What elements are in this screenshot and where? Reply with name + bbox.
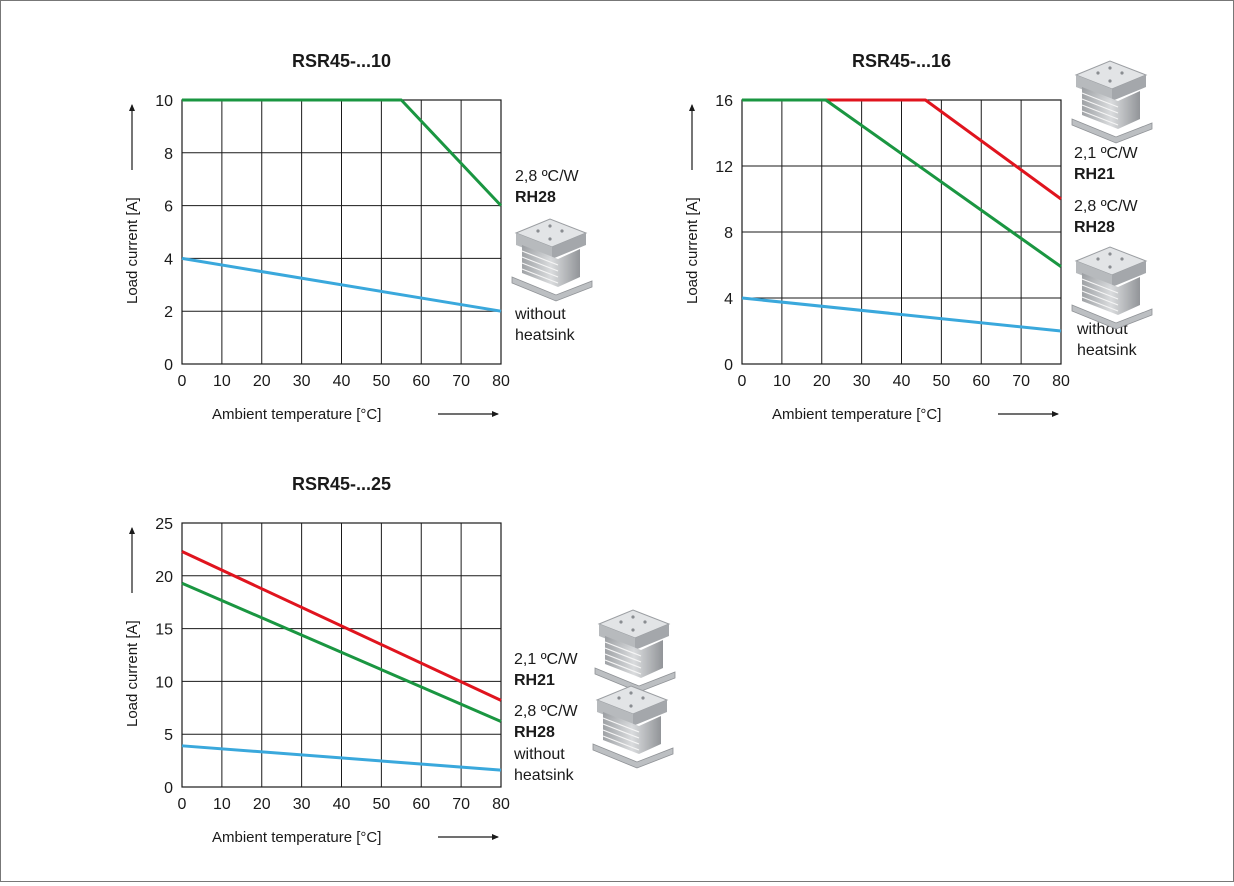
heatsink-image-rh21: [594, 609, 676, 693]
series-line-none: [181, 744, 502, 772]
y-tick-label: 4: [164, 251, 173, 268]
x-tick-label: 10: [773, 373, 791, 390]
annotation-rh21-line-1: 2,1 ºC/W: [1074, 145, 1139, 162]
x-tick-label: 50: [932, 373, 950, 390]
x-tick-label: 80: [1052, 373, 1070, 390]
annotation-rh28-line-1: 2,8 ºC/W: [514, 703, 579, 720]
x-tick-label: 70: [1012, 373, 1030, 390]
heatsink-image-none: [1071, 246, 1153, 330]
annotation-rh28-line-1: 2,8 ºC/W: [1074, 198, 1139, 215]
x-tick-label: 10: [213, 796, 231, 813]
x-axis-label: Ambient temperature [°C]: [212, 829, 381, 846]
x-tick-label: 40: [333, 796, 351, 813]
x-tick-label: 20: [813, 373, 831, 390]
x-tick-label: 30: [853, 373, 871, 390]
y-tick-label: 15: [155, 622, 173, 639]
series-line-none: [741, 296, 1062, 333]
x-tick-label: 40: [333, 373, 351, 390]
annotation-none-line-1: without: [514, 306, 566, 323]
heatsink-image-rh28: [592, 685, 674, 769]
heatsink-image-rh28: [511, 218, 593, 302]
annotation-rh28-line-2: RH28: [514, 724, 555, 741]
y-tick-label: 10: [155, 674, 173, 691]
plot-border: [181, 522, 502, 788]
grid: [181, 522, 502, 788]
annotation-rh21-line-2: RH21: [514, 672, 555, 689]
annotation-none-line-2: heatsink: [514, 767, 575, 784]
y-axis-label: Load current [A]: [124, 197, 141, 304]
annotation-rh28-line-1: 2,8 ºC/W: [515, 168, 580, 185]
annotation-rh28-line-2: RH28: [515, 189, 556, 206]
x-tick-label: 60: [412, 796, 430, 813]
y-tick-label: 0: [724, 357, 733, 374]
y-tick-label: 8: [724, 225, 733, 242]
annotation-none-line-2: heatsink: [515, 327, 576, 344]
x-tick-label: 60: [412, 373, 430, 390]
annotation-rh21-line-2: RH21: [1074, 166, 1115, 183]
x-tick-label: 20: [253, 373, 271, 390]
x-tick-label: 60: [972, 373, 990, 390]
y-tick-label: 12: [715, 159, 733, 176]
x-tick-label: 30: [293, 373, 311, 390]
heatsink-image-rh21: [1071, 60, 1153, 144]
x-tick-label: 50: [372, 796, 390, 813]
chart-1: RSR45-...10 0 10 20 30 40 50 60 70 80 0 2 4 6 8 10 Ambie…: [124, 51, 593, 423]
y-tick-label: 25: [155, 516, 173, 533]
series-line-rh28: [182, 98, 503, 207]
x-tick-label: 10: [213, 373, 231, 390]
x-tick-label: 80: [492, 796, 510, 813]
x-tick-label: 0: [178, 373, 187, 390]
x-axis-label: Ambient temperature [°C]: [212, 406, 381, 423]
x-tick-label: 0: [178, 796, 187, 813]
y-tick-label: 5: [164, 727, 173, 744]
series-line-rh28: [742, 98, 1062, 268]
y-axis-label: Load current [A]: [124, 620, 141, 727]
chart-title: RSR45-...10: [292, 51, 391, 71]
x-tick-label: 80: [492, 373, 510, 390]
x-tick-label: 70: [452, 796, 470, 813]
x-tick-label: 50: [372, 373, 390, 390]
annotation-rh21-line-1: 2,1 ºC/W: [514, 651, 579, 668]
y-tick-label: 6: [164, 199, 173, 216]
x-tick-label: 40: [893, 373, 911, 390]
annotation-none-line-1: without: [513, 746, 565, 763]
grid: [181, 99, 502, 365]
y-tick-label: 20: [155, 569, 173, 586]
x-tick-label: 0: [738, 373, 747, 390]
y-axis-label: Load current [A]: [684, 197, 701, 304]
x-axis-label: Ambient temperature [°C]: [772, 406, 941, 423]
annotation-rh28-line-2: RH28: [1074, 219, 1115, 236]
chart-3: RSR45-...25 0 10 20 30 40 50 60 70 80 0 5 10 15 20 25 Am…: [124, 474, 676, 846]
series-line-rh28: [181, 581, 502, 723]
y-tick-label: 8: [164, 146, 173, 163]
y-tick-label: 4: [724, 291, 733, 308]
y-tick-label: 0: [164, 357, 173, 374]
chart-title: RSR45-...16: [852, 51, 951, 71]
x-tick-label: 30: [293, 796, 311, 813]
x-tick-label: 20: [253, 796, 271, 813]
y-tick-label: 10: [155, 93, 173, 110]
annotation-none-line-2: heatsink: [1077, 342, 1138, 359]
x-tick-label: 70: [452, 373, 470, 390]
chart-title: RSR45-...25: [292, 474, 391, 494]
series-line-none: [181, 256, 502, 313]
series-line-rh21: [181, 550, 502, 702]
y-tick-label: 2: [164, 304, 173, 321]
y-tick-label: 0: [164, 780, 173, 797]
chart-2: RSR45-...16 0 10 20 30 40 50 60 70 80 0 4 8 12 16 Ambie…: [684, 51, 1153, 423]
y-tick-label: 16: [715, 93, 733, 110]
